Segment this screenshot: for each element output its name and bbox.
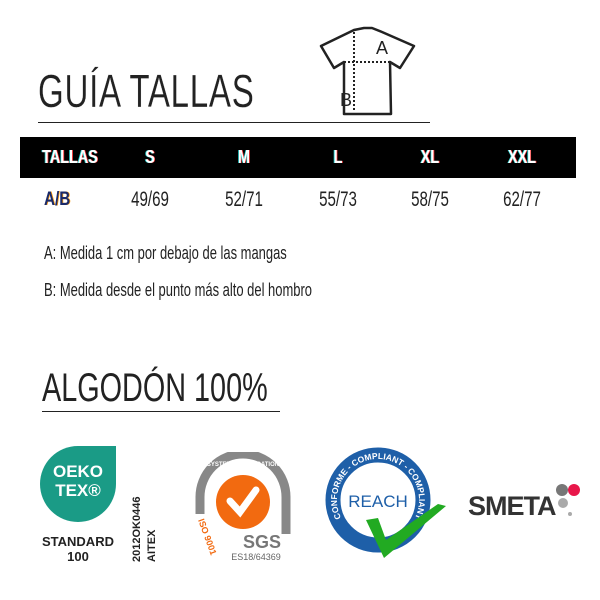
svg-text:SMETA: SMETA [468,491,556,521]
row-label-ab: A/B [44,189,71,210]
svg-text:SYSTEM CERTIFICATION: SYSTEM CERTIFICATION [207,462,279,468]
value-xxl: 62/77 [503,188,541,211]
label-b: B [340,90,352,110]
title-divider [38,122,430,123]
svg-text:SGS: SGS [243,532,281,552]
label-a: A [376,38,388,58]
svg-text:100: 100 [67,549,89,564]
value-s: 49/69 [131,188,169,211]
header-size-xl: XL [420,147,440,167]
header-tallas: TALLAS [42,147,98,167]
value-m: 52/71 [225,188,263,211]
svg-text:ISO 9001: ISO 9001 [196,517,218,556]
svg-text:OEKO: OEKO [53,462,103,481]
oeko-tex-logo: OEKO TEX® STANDARD 100 2012OK0446 AITEX [40,446,158,564]
sgs-iso-logo: SYSTEM CERTIFICATION ISO 9001 SGS ES18/6… [195,452,291,562]
page-title: GUÍA TALLAS [38,65,255,117]
reach-compliant-logo: CONFORME - COMPLIANT - COMPLIANT REACH [325,447,446,558]
material-divider [42,411,280,412]
header-size-xxl: XXL [507,147,537,167]
material-heading: ALGODÓN 100% [42,366,268,410]
svg-text:2012OK0446: 2012OK0446 [131,497,143,562]
svg-text:ES18/64369: ES18/64369 [231,552,281,562]
size-table-header: TALLAS S M L XL XXL [20,137,576,178]
note-a: A: Medida 1 cm por debajo de las mangas [44,243,287,263]
value-xl: 58/75 [411,188,449,211]
header-size-l: L [333,147,343,167]
header-size-m: M [238,147,250,167]
note-b: B: Medida desde el punto más alto del ho… [44,280,313,300]
value-l: 55/73 [319,188,357,211]
svg-text:TEX®: TEX® [55,481,101,500]
svg-text:REACH: REACH [348,492,408,511]
header-size-s: S [145,147,155,167]
svg-text:AITEX: AITEX [146,529,158,562]
svg-text:STANDARD: STANDARD [42,534,114,549]
smeta-logo: SMETA [468,484,580,521]
tshirt-diagram-icon: A B [319,26,416,116]
